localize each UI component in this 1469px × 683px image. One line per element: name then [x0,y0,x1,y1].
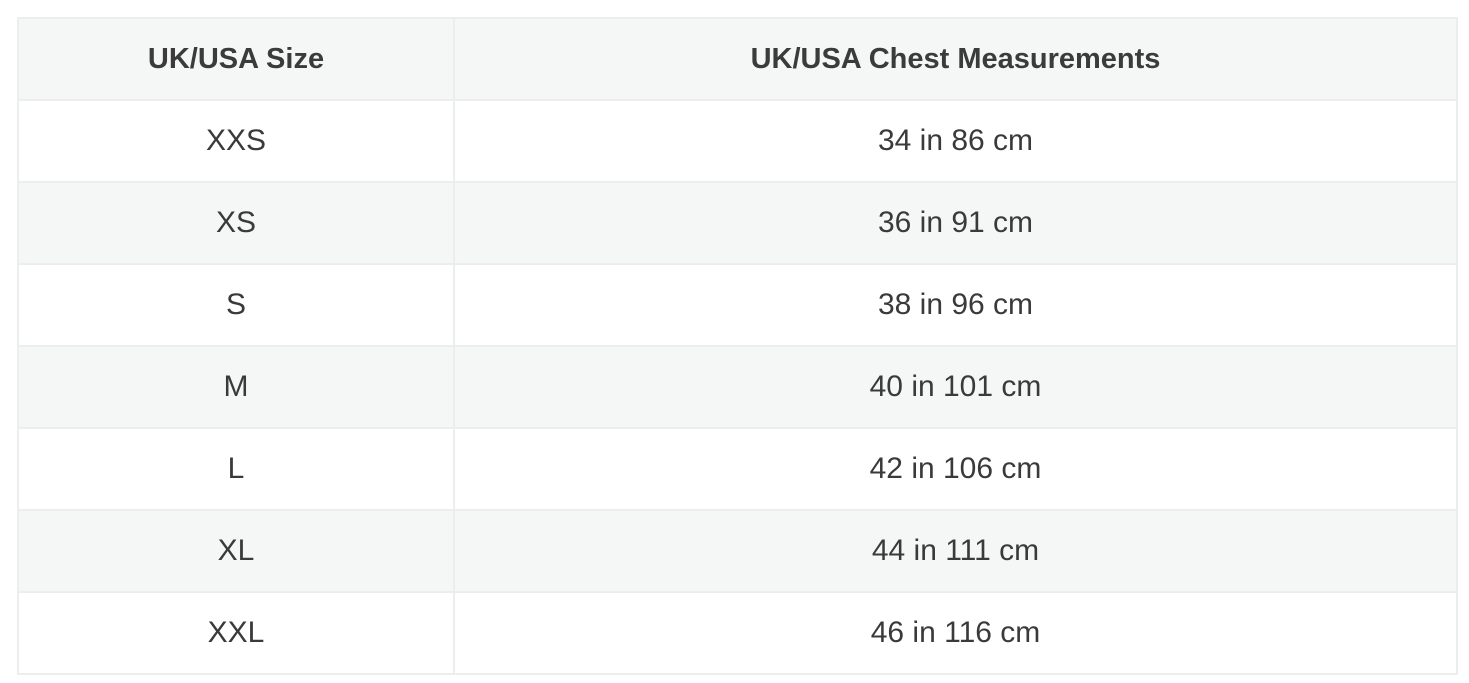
size-cell: XL [17,509,455,593]
chest-cell: 36 in 91 cm [453,181,1458,265]
size-cell: M [17,345,455,429]
header-size: UK/USA Size [17,17,455,101]
table-row: XXL 46 in 116 cm [17,591,1458,675]
chest-cell: 40 in 101 cm [453,345,1458,429]
chest-cell: 34 in 86 cm [453,99,1458,183]
size-chart: UK/USA Size UK/USA Chest Measurements XX… [17,17,1458,675]
size-cell: L [17,427,455,511]
header-chest-measurements: UK/USA Chest Measurements [453,17,1458,101]
chest-cell: 42 in 106 cm [453,427,1458,511]
chest-cell: 46 in 116 cm [453,591,1458,675]
size-cell: XXL [17,591,455,675]
table-row: M 40 in 101 cm [17,345,1458,429]
table-row: XS 36 in 91 cm [17,181,1458,265]
table-row: L 42 in 106 cm [17,427,1458,511]
table-row: S 38 in 96 cm [17,263,1458,347]
chest-cell: 38 in 96 cm [453,263,1458,347]
size-chart-table: UK/USA Size UK/USA Chest Measurements XX… [17,17,1458,675]
size-cell: XS [17,181,455,265]
table-row: XXS 34 in 86 cm [17,99,1458,183]
table-row: XL 44 in 111 cm [17,509,1458,593]
size-cell: S [17,263,455,347]
chest-cell: 44 in 111 cm [453,509,1458,593]
size-cell: XXS [17,99,455,183]
table-header-row: UK/USA Size UK/USA Chest Measurements [17,17,1458,101]
